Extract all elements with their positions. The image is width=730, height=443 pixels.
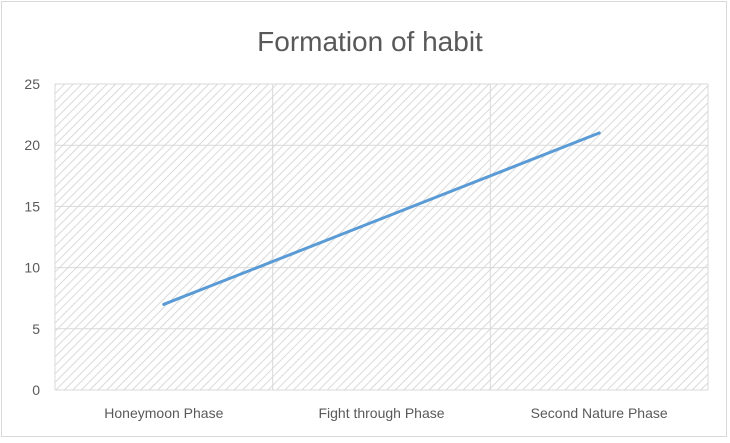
line-chart: Formation of habit 0 5 10 15 20 25 Honeymoon … [24,26,709,421]
y-tick-label: 15 [24,198,40,214]
x-category-label: Fight through Phase [318,405,444,421]
x-category-label: Honeymoon Phase [104,405,223,421]
data-point [162,302,166,306]
data-point [380,217,383,221]
y-axis-ticks: 0 5 10 15 20 25 [24,76,40,398]
chart-title: Formation of habit [257,26,483,57]
y-tick-label: 0 [32,382,40,398]
gridlines [54,83,709,391]
series-layer [162,131,601,306]
y-tick-label: 20 [24,137,40,153]
plot-area [55,84,708,390]
chart-container: Formation of habit 0 5 10 15 20 25 Honeymoon … [1,1,727,437]
y-tick-label: 5 [32,321,40,337]
x-category-label: Second Nature Phase [531,405,668,421]
x-axis-categories: Honeymoon Phase Fight through Phase Second… [104,405,668,421]
y-tick-label: 25 [24,76,40,92]
data-point [597,131,601,135]
y-tick-label: 10 [24,260,40,276]
